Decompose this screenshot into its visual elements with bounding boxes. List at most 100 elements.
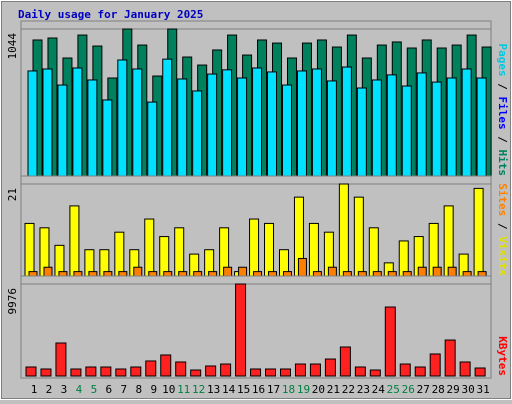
bar <box>477 271 487 277</box>
bar <box>264 222 275 277</box>
bar <box>312 271 322 277</box>
x-tick-label: 25 <box>387 383 400 396</box>
y-tick-label: 1044 <box>6 33 19 60</box>
bar <box>447 266 457 277</box>
y-tick-label: 21 <box>6 188 19 201</box>
bar <box>102 99 113 177</box>
bar <box>327 266 337 277</box>
bar <box>27 70 38 177</box>
legend-sep: / <box>496 130 509 150</box>
x-tick-label: 24 <box>372 383 386 396</box>
bar <box>175 361 187 377</box>
bar <box>473 187 484 277</box>
bar <box>85 366 97 377</box>
legend-entry: Visits <box>496 236 509 276</box>
bar <box>249 218 260 277</box>
x-tick-label: 29 <box>447 383 460 396</box>
bar <box>70 368 82 377</box>
bar <box>88 271 98 277</box>
bar <box>432 266 442 277</box>
bar <box>354 366 366 377</box>
x-tick-label: 16 <box>252 383 265 396</box>
x-tick-label: 23 <box>357 383 370 396</box>
bar <box>252 67 263 177</box>
bar <box>58 271 68 277</box>
bar <box>72 67 83 177</box>
x-tick-label: 2 <box>46 383 53 396</box>
bar <box>43 266 53 277</box>
bar <box>339 346 351 377</box>
bar <box>235 283 247 377</box>
bar <box>461 68 472 177</box>
bar <box>387 271 397 277</box>
bar <box>178 271 188 277</box>
bar <box>324 358 336 377</box>
bar <box>356 87 367 177</box>
bar <box>402 271 412 277</box>
x-tick-label: 10 <box>162 383 175 396</box>
x-tick-label: 18 <box>282 383 295 396</box>
bar <box>130 366 142 377</box>
bar <box>114 231 125 277</box>
bar <box>118 271 128 277</box>
bar <box>208 271 218 277</box>
bar <box>159 236 170 277</box>
bar <box>372 271 382 277</box>
bar <box>192 90 203 177</box>
x-tick-label: 3 <box>61 383 68 396</box>
bar <box>279 368 291 377</box>
x-tick-label: 14 <box>222 383 236 396</box>
bar <box>177 78 188 177</box>
bar <box>133 266 143 277</box>
bar <box>414 366 426 377</box>
bar <box>416 72 427 177</box>
legend-sep: / <box>496 77 509 97</box>
bar <box>417 266 427 277</box>
x-tick-label: 1 <box>31 383 38 396</box>
bar <box>282 271 292 277</box>
bar <box>117 59 128 177</box>
bar <box>296 70 307 177</box>
x-tick-label: 27 <box>417 383 430 396</box>
bar <box>265 368 277 377</box>
bar <box>294 363 306 377</box>
x-tick-label: 11 <box>177 383 190 396</box>
title: Daily usage for January 2025 <box>18 8 203 21</box>
bar <box>237 77 248 177</box>
bar <box>144 218 155 277</box>
x-tick-label: 17 <box>267 383 280 396</box>
bar <box>267 71 278 177</box>
bar <box>25 366 37 377</box>
x-tick-label: 20 <box>312 383 325 396</box>
bar <box>57 84 68 177</box>
legend-sep: / <box>496 216 509 236</box>
bar <box>190 369 202 377</box>
bar <box>42 68 53 177</box>
bar <box>462 271 472 277</box>
bar <box>401 85 412 177</box>
bar <box>145 360 157 377</box>
bar <box>24 222 35 277</box>
bar <box>132 68 143 177</box>
x-tick-label: 13 <box>207 383 220 396</box>
legend-entry: Sites <box>496 183 509 216</box>
bar <box>163 271 173 277</box>
bar <box>205 365 217 377</box>
bar <box>371 79 382 177</box>
x-tick-label: 5 <box>91 383 98 396</box>
legend: Pages / Files / Hits <box>496 44 509 177</box>
bar <box>476 77 487 177</box>
bar <box>100 366 112 377</box>
bar <box>220 363 232 377</box>
x-tick-label: 22 <box>342 383 355 396</box>
x-tick-label: 6 <box>106 383 113 396</box>
x-tick-label: 7 <box>121 383 128 396</box>
bar <box>459 361 471 377</box>
x-tick-label: 30 <box>462 383 475 396</box>
bar <box>386 74 397 177</box>
bar <box>384 306 396 377</box>
bar <box>207 73 218 177</box>
bar <box>103 271 113 277</box>
